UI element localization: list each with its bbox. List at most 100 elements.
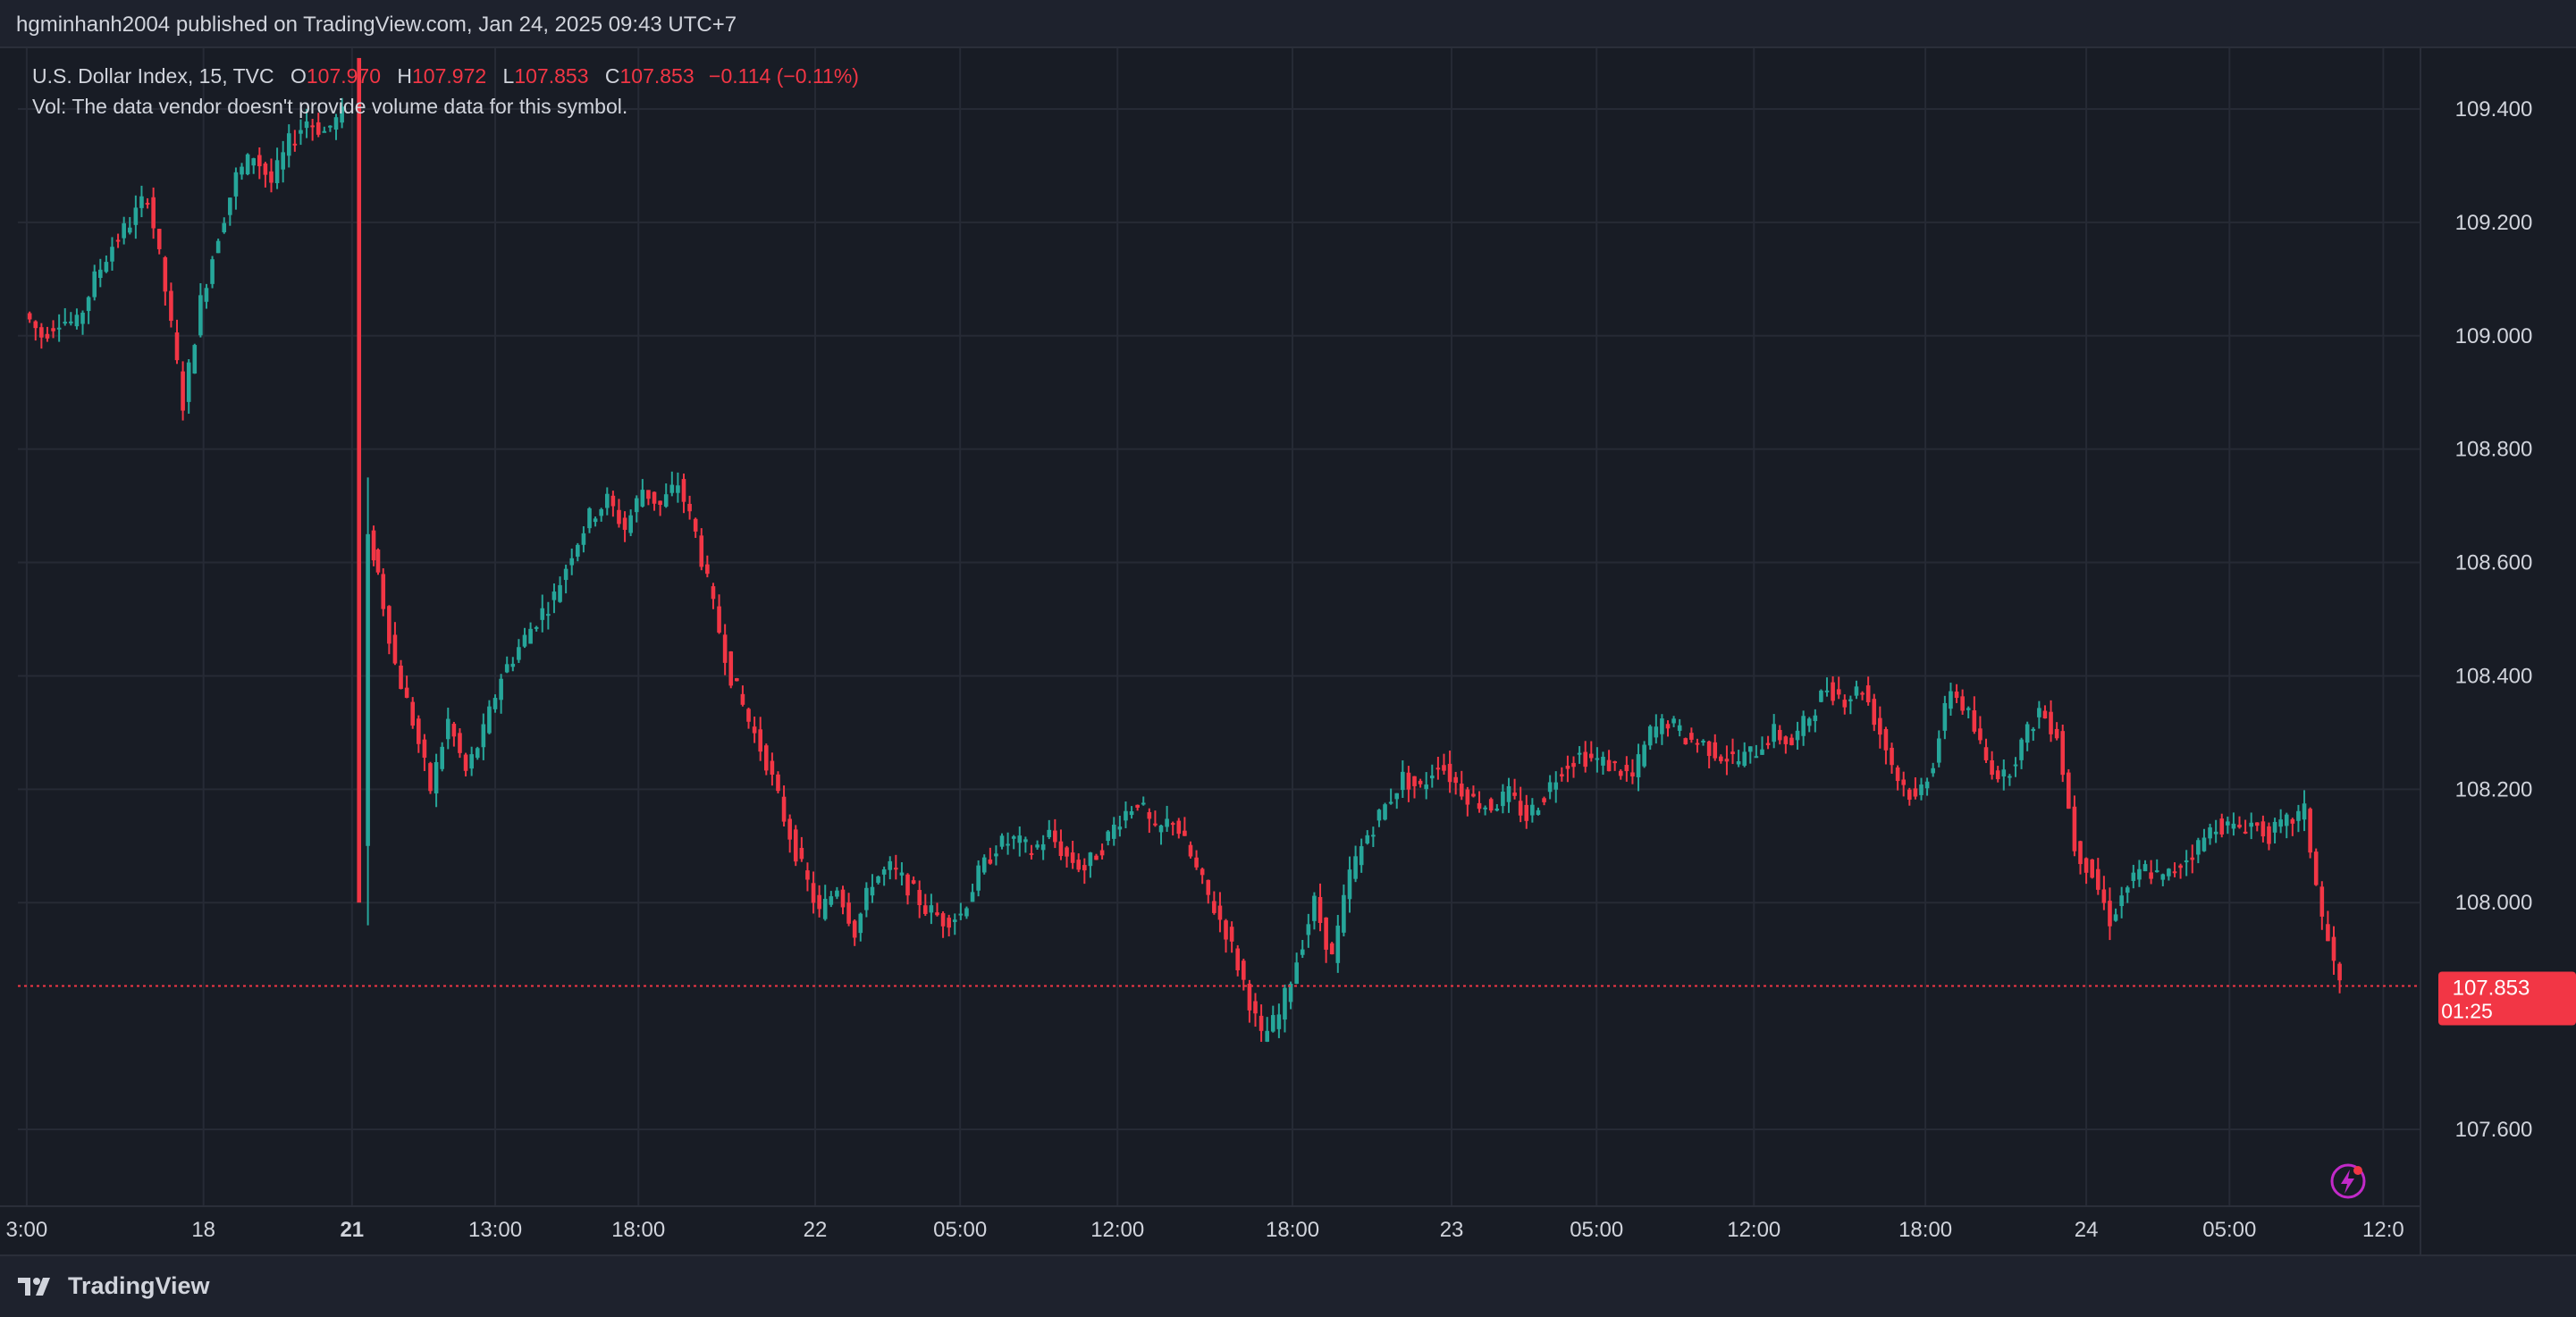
candlestick-chart[interactable]: 109.600109.400109.200109.000108.800108.6… [0, 48, 2576, 1254]
candle-body [2008, 776, 2012, 778]
candle-body [127, 227, 132, 233]
candle-body [1276, 1014, 1282, 1029]
candle-body [310, 125, 315, 128]
candle-body [911, 880, 916, 884]
candle-body [858, 913, 863, 934]
candle-body [2025, 724, 2030, 743]
candle-body [1359, 846, 1364, 866]
open-value: 107.970 [306, 64, 381, 88]
candle-body [1040, 843, 1046, 851]
candle-body [622, 517, 627, 531]
candle-body [1777, 729, 1782, 741]
candle-body [2172, 871, 2177, 874]
candle-body [475, 748, 480, 759]
candle-body [2137, 868, 2142, 880]
lightning-bolt-icon[interactable] [2328, 1162, 2368, 1201]
volume-note: Vol: The data vendor doesn't provide vol… [32, 95, 628, 118]
candle-body [1170, 823, 1175, 826]
candle-body [1978, 728, 1983, 741]
candle-body [1701, 741, 1705, 743]
candle-body [1949, 691, 1953, 709]
candle-body [145, 203, 150, 206]
candle-body [1401, 771, 1405, 791]
candle-body [2190, 857, 2195, 860]
candle-body [752, 726, 757, 734]
candle-body [1560, 774, 1564, 776]
candle-body [1023, 839, 1028, 843]
candle-body [104, 262, 109, 273]
price-tick-label: 109.400 [2455, 97, 2533, 122]
candle-body [864, 887, 869, 910]
candle-body [1212, 901, 1216, 913]
candle-body [1070, 852, 1075, 863]
candle-body [1265, 1030, 1269, 1042]
candle-body [558, 584, 562, 602]
candle-body [610, 495, 616, 507]
candle-body [469, 754, 474, 769]
candle-body [181, 371, 185, 411]
candle-body [504, 664, 509, 673]
candle-body [304, 121, 309, 129]
time-tick-label: 05:00 [933, 1218, 987, 1242]
candle-body [1442, 765, 1446, 771]
candle-body [1783, 736, 1789, 744]
candle-body [1424, 784, 1429, 790]
candle-body [905, 874, 910, 896]
price-tick-label: 108.000 [2455, 891, 2533, 915]
candle-body [587, 508, 592, 529]
candle-body [245, 154, 250, 175]
candle-body [371, 530, 376, 561]
candle-body [387, 606, 391, 644]
candle-body [846, 902, 851, 924]
candle-body [2049, 711, 2053, 734]
candle-body [1094, 855, 1099, 860]
candle-body [1530, 804, 1535, 816]
candle-body [1065, 847, 1069, 857]
ohlc-legend: U.S. Dollar Index, 15, TVC O107.970 H107… [32, 64, 859, 88]
candle-body [2243, 831, 2248, 834]
time-tick-label: 18:00 [1898, 1218, 1952, 1242]
candle-body [1394, 793, 1400, 800]
candle-body [1524, 804, 1529, 821]
candle-body [434, 761, 439, 793]
candle-body [115, 239, 121, 242]
candle-body [658, 500, 662, 506]
published-line: hgminhanh2004 published on TradingView.c… [16, 13, 737, 37]
candle-body [451, 724, 457, 737]
candle-body [822, 898, 828, 919]
candle-body [1288, 983, 1293, 1002]
time-tick-label: 05:00 [1570, 1218, 1623, 1242]
candle-body [1689, 733, 1694, 740]
candle-body [1612, 761, 1617, 764]
time-tick-label: 12:0 [2362, 1218, 2404, 1242]
candle-body [1571, 762, 1576, 768]
candle-body [758, 729, 763, 752]
candle-body [876, 876, 880, 884]
chart-area[interactable]: 109.600109.400109.200109.000108.800108.6… [0, 48, 2576, 1254]
tradingview-brand[interactable]: TradingView [18, 1272, 210, 1300]
candle-body [763, 745, 769, 771]
candle-body [617, 509, 621, 524]
candle-body [1595, 758, 1600, 760]
candle-body [1465, 789, 1470, 805]
candle-body [1235, 948, 1241, 971]
candle-body [770, 760, 775, 776]
price-badge-countdown: 01:25 [2441, 999, 2493, 1022]
candle-body [593, 518, 598, 523]
candle-body [198, 295, 203, 336]
candle-body [263, 163, 268, 175]
candle-body [1294, 962, 1299, 985]
candle-body [1435, 768, 1441, 770]
candle-body [1865, 685, 1871, 702]
symbol-title[interactable]: U.S. Dollar Index, 15, TVC [32, 64, 274, 88]
candle-body [1158, 825, 1164, 833]
candle-body [381, 574, 386, 609]
candle-body [929, 905, 934, 913]
candle-body [27, 313, 32, 320]
time-tick-label: 22 [804, 1218, 828, 1242]
candle-body [1459, 783, 1464, 797]
candle-body [781, 796, 787, 822]
candle-body [699, 535, 704, 567]
candle-body [717, 606, 721, 633]
candle-body [634, 498, 639, 513]
